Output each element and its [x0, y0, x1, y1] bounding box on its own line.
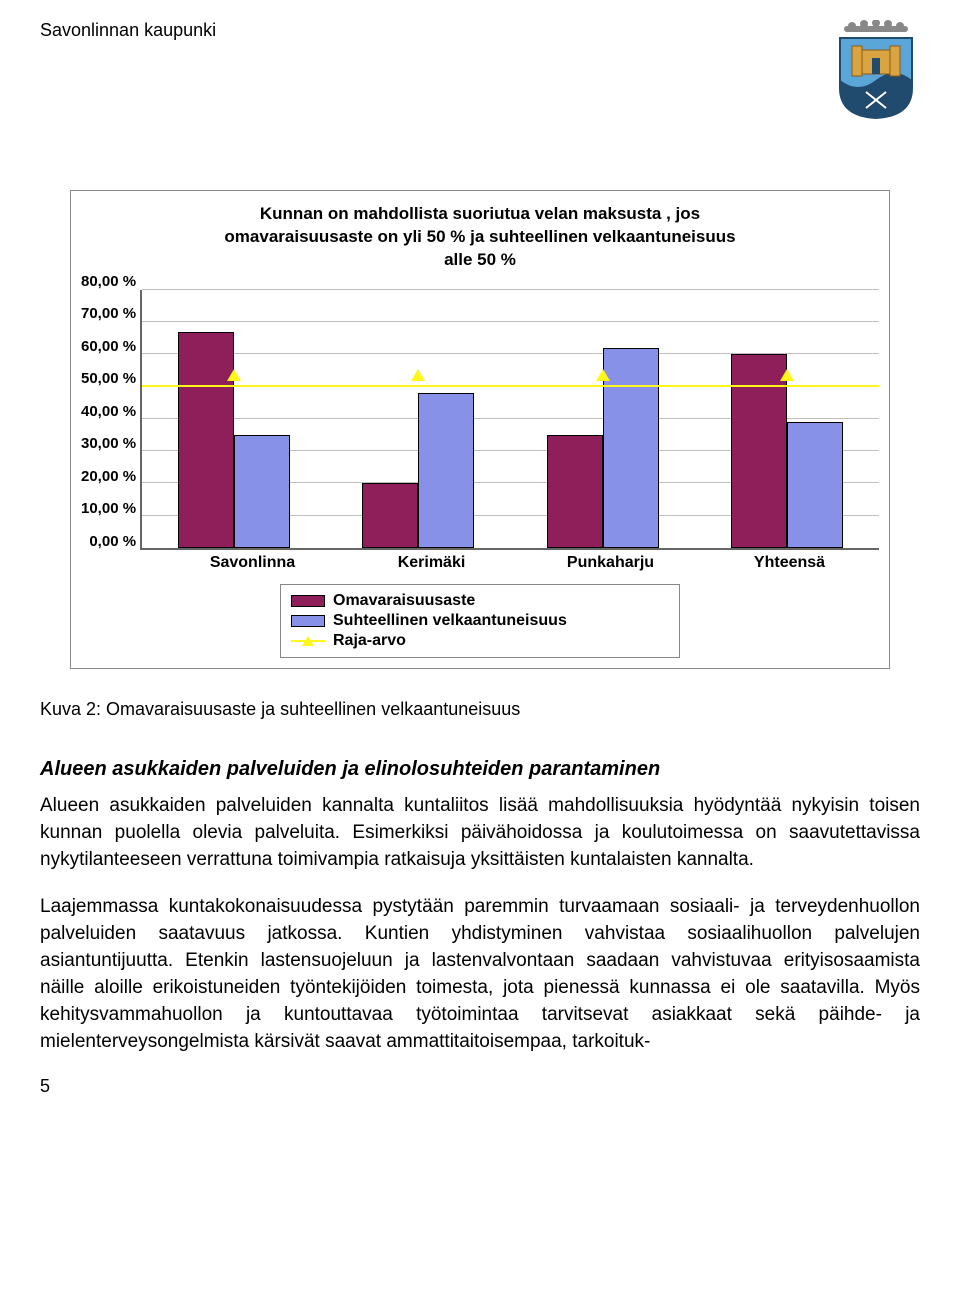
legend-swatch — [291, 595, 325, 607]
raja-arvo-marker — [780, 369, 794, 381]
y-tick-label: 0,00 % — [89, 533, 136, 550]
chart-legend: Omavaraisuusaste Suhteellinen velkaantun… — [280, 584, 680, 658]
legend-item-omavaraisuus: Omavaraisuusaste — [291, 591, 669, 611]
y-tick-label: 30,00 % — [81, 435, 136, 452]
legend-item-velkaantuneisuus: Suhteellinen velkaantuneisuus — [291, 611, 669, 631]
chart-title: Kunnan on mahdollista suoriutua velan ma… — [81, 203, 879, 272]
y-tick-label: 10,00 % — [81, 500, 136, 517]
chart-title-line: Kunnan on mahdollista suoriutua velan ma… — [260, 204, 700, 223]
body-paragraph: Alueen asukkaiden palveluiden kannalta k… — [40, 793, 920, 874]
y-tick-label: 60,00 % — [81, 338, 136, 355]
raja-arvo-marker — [227, 369, 241, 381]
figure-caption: Kuva 2: Omavaraisuusaste ja suhteellinen… — [40, 699, 920, 720]
y-tick-label: 50,00 % — [81, 370, 136, 387]
page-number: 5 — [40, 1076, 920, 1097]
plot-area — [140, 290, 879, 550]
section-subheading: Alueen asukkaiden palveluiden ja elinolo… — [40, 758, 920, 781]
bar-velkaantuneisuus — [418, 393, 474, 548]
bar-group — [326, 290, 510, 548]
bar-omavaraisuus — [178, 332, 234, 548]
chart-title-line: omavaraisuusaste on yli 50 % ja suhteell… — [224, 227, 735, 246]
legend-swatch-line — [291, 640, 325, 642]
raja-arvo-marker — [596, 369, 610, 381]
bar-group — [695, 290, 879, 548]
city-crest-icon — [832, 20, 920, 120]
bar-omavaraisuus — [362, 483, 418, 548]
legend-item-raja-arvo: Raja-arvo — [291, 631, 669, 651]
raja-arvo-line — [142, 385, 879, 387]
bar-velkaantuneisuus — [603, 348, 659, 548]
chart-plot: 80,00 %70,00 %60,00 %50,00 %40,00 %30,00… — [81, 290, 879, 550]
page-header: Savonlinnan kaupunki — [40, 20, 920, 120]
y-axis: 80,00 %70,00 %60,00 %50,00 %40,00 %30,00… — [81, 290, 140, 550]
x-tick-label: Punkaharju — [521, 554, 700, 572]
header-title: Savonlinnan kaupunki — [40, 20, 216, 41]
y-tick-label: 70,00 % — [81, 305, 136, 322]
legend-label: Omavaraisuusaste — [333, 592, 475, 610]
x-axis-labels: SavonlinnaKerimäkiPunkaharjuYhteensä — [163, 554, 879, 572]
bar-velkaantuneisuus — [787, 422, 843, 548]
legend-label: Suhteellinen velkaantuneisuus — [333, 612, 567, 630]
bar-velkaantuneisuus — [234, 435, 290, 548]
bar-group — [511, 290, 695, 548]
legend-swatch — [291, 615, 325, 627]
chart-container: Kunnan on mahdollista suoriutua velan ma… — [70, 190, 890, 669]
chart-title-line: alle 50 % — [444, 250, 516, 269]
bar-omavaraisuus — [547, 435, 603, 548]
bar-group — [142, 290, 326, 548]
x-tick-label: Kerimäki — [342, 554, 521, 572]
raja-arvo-marker — [411, 369, 425, 381]
y-tick-label: 80,00 % — [81, 273, 136, 290]
legend-label: Raja-arvo — [333, 632, 406, 650]
y-tick-label: 20,00 % — [81, 468, 136, 485]
body-paragraph: Laajemmassa kuntakokonaisuudessa pystytä… — [40, 894, 920, 1056]
y-tick-label: 40,00 % — [81, 403, 136, 420]
bar-omavaraisuus — [731, 354, 787, 548]
x-tick-label: Savonlinna — [163, 554, 342, 572]
x-tick-label: Yhteensä — [700, 554, 879, 572]
